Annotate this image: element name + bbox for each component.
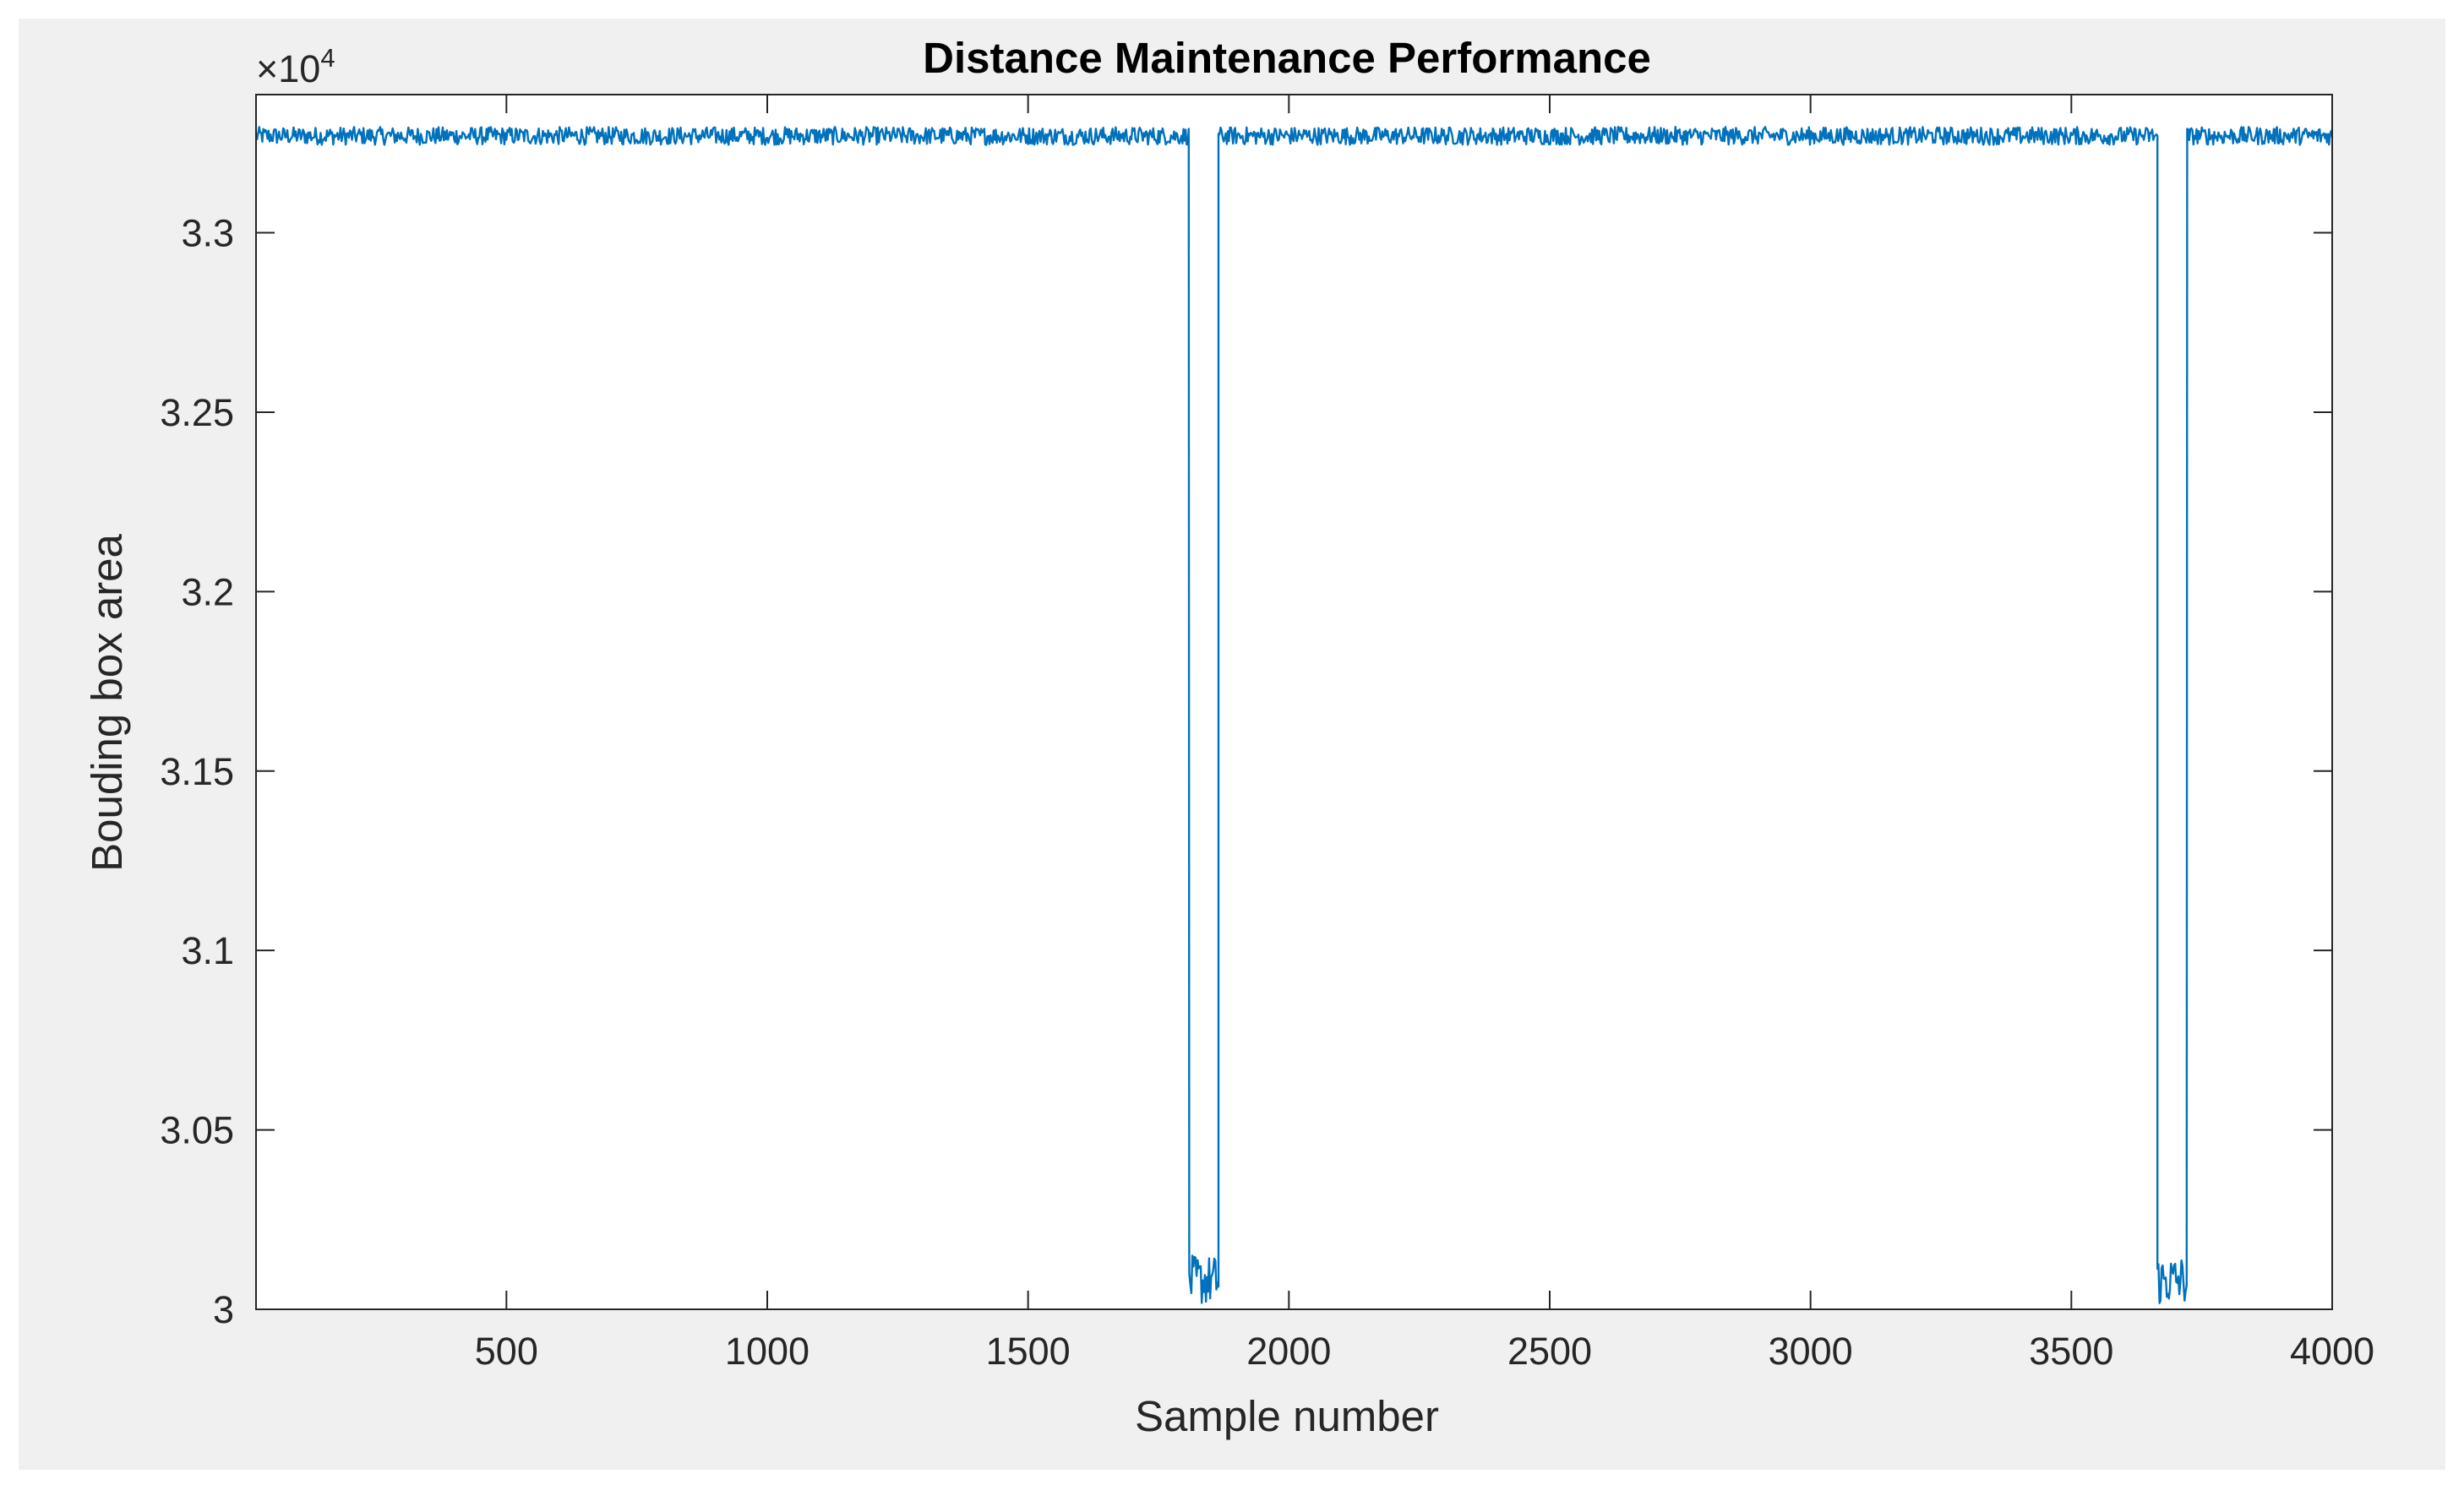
x-tick-label: 3500 xyxy=(2029,1330,2113,1373)
x-tick-label: 4000 xyxy=(2290,1330,2374,1373)
axes xyxy=(255,94,2333,1310)
x-tick-label: 2000 xyxy=(1246,1330,1331,1373)
y-tick-label: 3 xyxy=(213,1288,234,1331)
y-tick-label: 3.05 xyxy=(160,1109,234,1152)
axes-box xyxy=(255,94,2333,1310)
y-tick-label: 3.3 xyxy=(181,212,234,255)
x-tick-label: 1500 xyxy=(986,1330,1071,1373)
x-tick-label: 3000 xyxy=(1769,1330,1853,1373)
y-axis-label: Bouding box area xyxy=(83,533,131,871)
plot-area xyxy=(254,126,2334,1304)
chart-title: Distance Maintenance Performance xyxy=(923,34,1651,82)
x-tick-label: 1000 xyxy=(725,1330,810,1373)
axes-background xyxy=(256,95,2332,1309)
y-axis-ticks: 3 3.05 3.1 3.15 3.2 3.25 3.3 xyxy=(160,212,2332,1331)
y-tick-label: 3.15 xyxy=(160,750,234,793)
x-tick-label: 500 xyxy=(475,1330,538,1373)
y-exponent-power: 4 xyxy=(320,43,335,73)
x-axis-label: Sample number xyxy=(1135,1392,1439,1440)
y-tick-label: 3.1 xyxy=(181,929,234,972)
y-tick-label: 3.25 xyxy=(160,391,234,434)
series-line xyxy=(254,126,2334,1304)
y-exponent-base: ×10 xyxy=(256,47,320,90)
y-tick-label: 3.2 xyxy=(181,570,234,613)
x-tick-label: 2500 xyxy=(1507,1330,1592,1373)
x-axis-ticks: 500 1000 1500 2000 2500 3000 3500 4000 xyxy=(475,95,2374,1373)
y-axis-exponent: ×104 xyxy=(256,43,335,90)
